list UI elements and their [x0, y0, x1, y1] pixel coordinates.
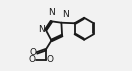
Text: O: O	[29, 48, 36, 57]
Text: N: N	[38, 25, 45, 34]
Text: N: N	[62, 10, 69, 19]
Text: O: O	[47, 56, 54, 64]
Text: N: N	[48, 8, 55, 17]
Text: O: O	[29, 56, 36, 64]
